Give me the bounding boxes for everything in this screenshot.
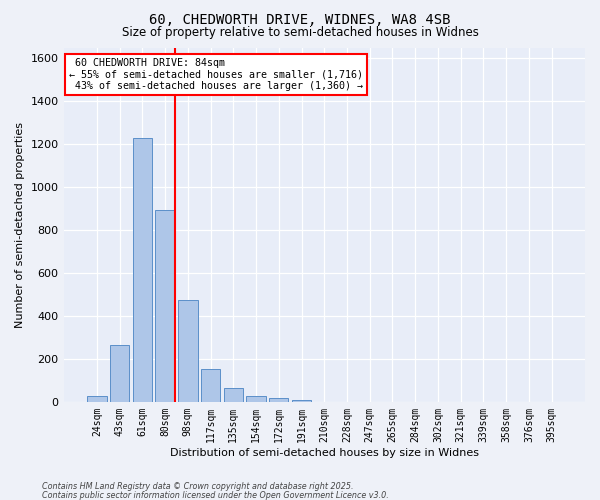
Text: Size of property relative to semi-detached houses in Widnes: Size of property relative to semi-detach…: [122, 26, 478, 39]
X-axis label: Distribution of semi-detached houses by size in Widnes: Distribution of semi-detached houses by …: [170, 448, 479, 458]
Bar: [201, 368, 220, 402]
Bar: [292, 400, 311, 402]
Bar: [269, 398, 289, 402]
Bar: [110, 345, 130, 402]
Y-axis label: Number of semi-detached properties: Number of semi-detached properties: [15, 122, 25, 328]
Bar: [247, 396, 266, 402]
Bar: [133, 138, 152, 402]
Text: 60, CHEDWORTH DRIVE, WIDNES, WA8 4SB: 60, CHEDWORTH DRIVE, WIDNES, WA8 4SB: [149, 12, 451, 26]
Text: 60 CHEDWORTH DRIVE: 84sqm
← 55% of semi-detached houses are smaller (1,716)
 43%: 60 CHEDWORTH DRIVE: 84sqm ← 55% of semi-…: [69, 58, 363, 92]
Text: Contains public sector information licensed under the Open Government Licence v3: Contains public sector information licen…: [42, 490, 389, 500]
Text: Contains HM Land Registry data © Crown copyright and database right 2025.: Contains HM Land Registry data © Crown c…: [42, 482, 353, 491]
Bar: [87, 396, 107, 402]
Bar: [224, 388, 243, 402]
Bar: [178, 300, 197, 402]
Bar: [155, 210, 175, 402]
